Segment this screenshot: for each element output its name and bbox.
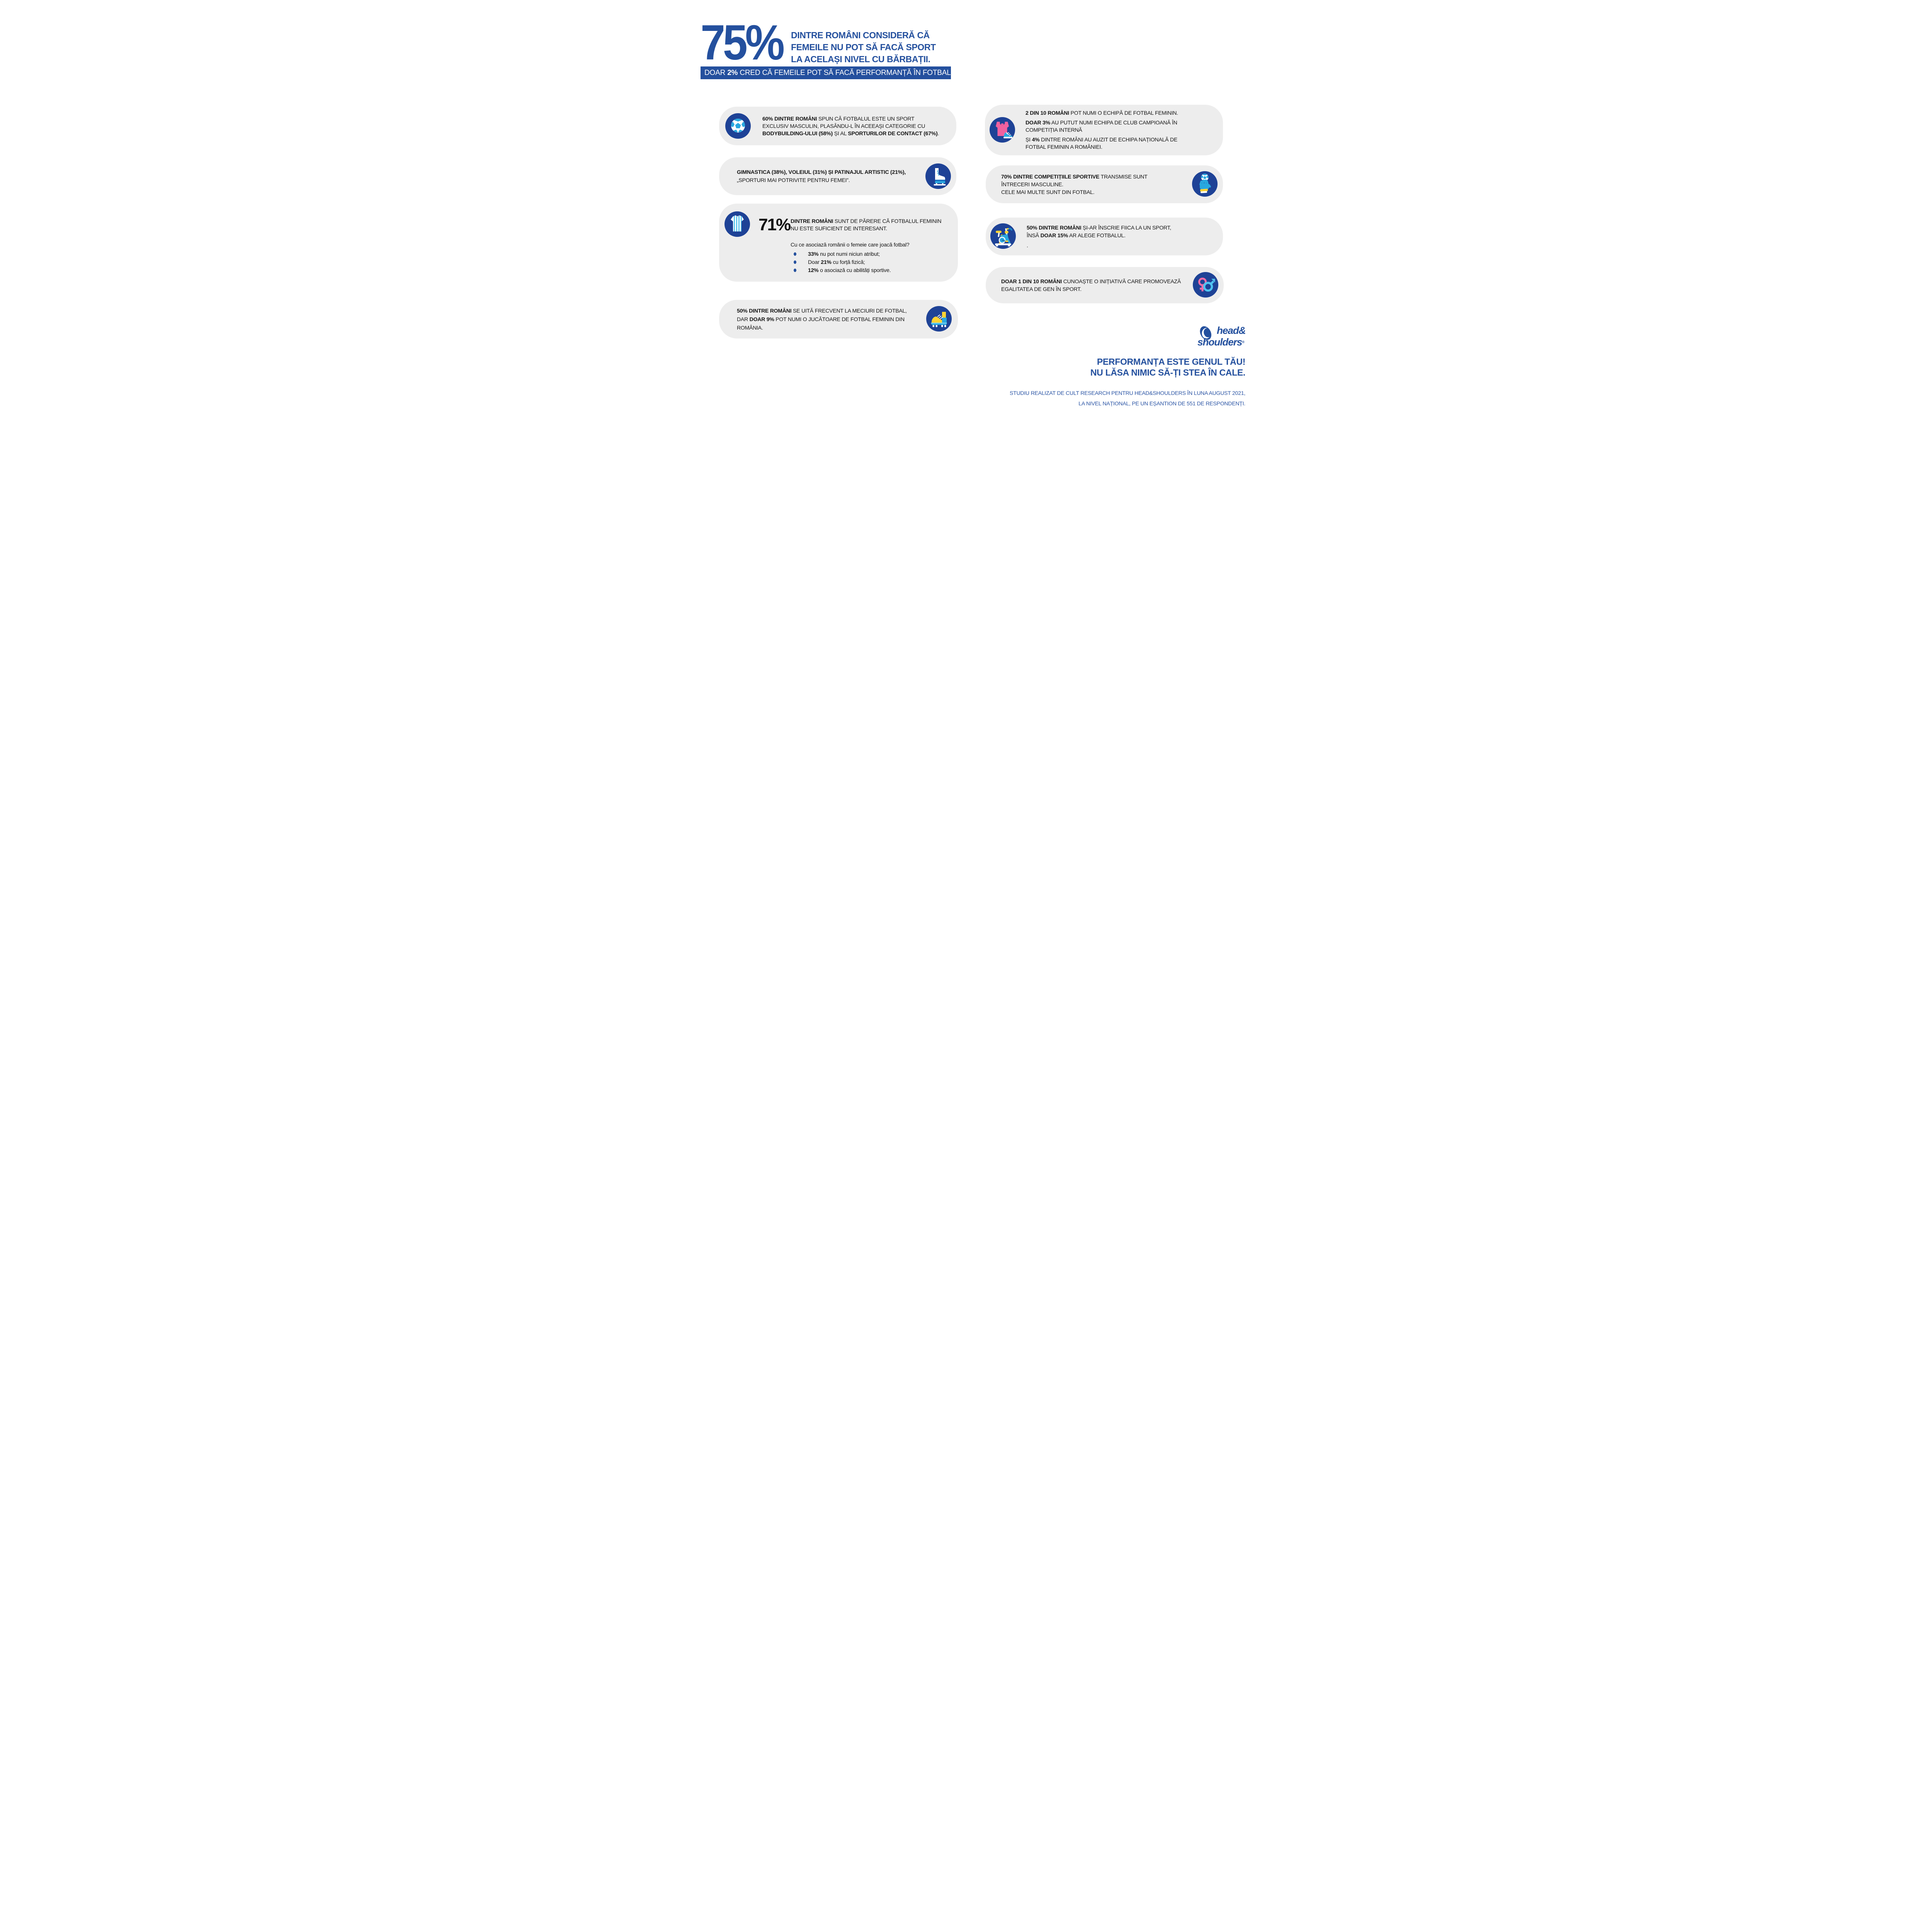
card-line: 50% DINTRE ROMÂNI ȘI-AR ÎNSCRIE FIICA LA… xyxy=(1027,224,1172,231)
headline-line-2: FEMEILE NU POT SĂ FACĂ SPORT xyxy=(791,42,936,52)
registered-mark: ® xyxy=(1242,340,1245,344)
card-line: GIMNASTICA (38%), VOLEIUL (31%) ȘI PATIN… xyxy=(737,169,906,175)
card-question-block: Cu ce asociază românii o femeie care joa… xyxy=(791,241,910,274)
card-line: FOTBAL FEMININ A ROMÂNIEI. xyxy=(1026,144,1102,150)
card-line: . xyxy=(1027,242,1028,248)
stat-75-percent: 75% xyxy=(701,15,785,70)
stat-71-percent: 71% xyxy=(759,215,791,234)
card-line: ÎNTRECERI MASCULINE. xyxy=(1001,181,1063,187)
card-text: GIMNASTICA (38%), VOLEIUL (31%) ȘI PATIN… xyxy=(737,168,914,184)
headline-line-3: LA ACELAȘI NIVEL CU BĂRBAȚII. xyxy=(791,54,930,64)
card-line: EXCLUSIV MASCULIN, PLASÂNDU-L ÎN ACEEAȘI… xyxy=(762,122,925,129)
card-text: 70% DINTRE COMPETIȚIILE SPORTIVE TRANSMI… xyxy=(1001,173,1179,196)
card-name-a-team: 2 DIN 10 ROMÂNI POT NUMI O ECHIPĂ DE FOT… xyxy=(985,105,1223,155)
head-and-shoulders-logo: head& shoulders® xyxy=(1197,323,1262,352)
card-line: 2 DIN 10 ROMÂNI POT NUMI O ECHIPĂ DE FOT… xyxy=(1026,110,1178,116)
bullet-text: Doar 21% cu forță fizică; xyxy=(808,259,865,265)
card-line: DOAR 1 DIN 10 ROMÂNI CUNOAȘTE O INIȚIATI… xyxy=(1001,278,1181,284)
card-broadcast-competitions: 70% DINTRE COMPETIȚIILE SPORTIVE TRANSMI… xyxy=(986,165,1223,203)
card-name-a-player: 50% DINTRE ROMÂNI SE UITĂ FRECVENT LA ME… xyxy=(719,300,958,338)
sub-headline-banner: DOAR 2% CRED CĂ FEMEILE POT SĂ FACĂ PERF… xyxy=(701,66,953,79)
card-line: 60% DINTRE ROMÂNI SPUN CĂ FOTBALUL ESTE … xyxy=(762,115,915,122)
card-sports-for-women: GIMNASTICA (38%), VOLEIUL (31%) ȘI PATIN… xyxy=(719,157,956,195)
card-gender-equality-initiative: DOAR 1 DIN 10 ROMÂNI CUNOAȘTE O INIȚIATI… xyxy=(986,267,1224,303)
headline: DINTRE ROMÂNI CONSIDERĂ CĂ FEMEILE NU PO… xyxy=(791,29,936,65)
ice-skate-icon xyxy=(925,163,951,189)
source-line-2: LA NIVEL NAȚIONAL, PE UN EȘANTION DE 551… xyxy=(1078,400,1245,406)
card-line: DAR DOAR 9% POT NUMI O JUCĂTOARE DE FOTB… xyxy=(737,316,905,322)
card-line: CELE MAI MULTE SUNT DIN FOTBAL. xyxy=(1001,189,1095,195)
bullet-dot-icon xyxy=(794,260,796,264)
card-line: „SPORTURI MAI POTRIVITE PENTRU FEMEI”. xyxy=(737,177,850,183)
tagline-line-1: PERFORMANȚA ESTE GENUL TĂU! xyxy=(1097,357,1245,367)
card-line: ROMÂNIA. xyxy=(737,325,763,331)
bullet-item: 12% o asociază cu abilități sportive. xyxy=(791,266,910,274)
bullet-item: Doar 21% cu forță fizică; xyxy=(791,258,910,266)
bullet-dot-icon xyxy=(794,269,796,272)
card-line: NU ESTE SUFICIENT DE INTERESANT. xyxy=(791,225,888,231)
card-line: COMPETIȚIA INTERNĂ xyxy=(1026,127,1082,133)
card-text: DINTRE ROMÂNI SUNT DE PĂRERE CĂ FOTBALUL… xyxy=(791,218,941,232)
card-text: DOAR 1 DIN 10 ROMÂNI CUNOAȘTE O INIȚIATI… xyxy=(1001,277,1181,293)
card-text: 50% DINTRE ROMÂNI ȘI-AR ÎNSCRIE FIICA LA… xyxy=(1027,224,1218,249)
card-line: BODYBUILDING-ULUI (58%) ȘI AL SPORTURILO… xyxy=(762,130,939,136)
hs-swirl-icon xyxy=(1197,323,1216,345)
bullet-text: 33% nu pot numi niciun atribut; xyxy=(808,251,880,257)
bullet-text: 12% o asociază cu abilități sportive. xyxy=(808,267,891,273)
soccer-ball-icon xyxy=(725,113,751,139)
logo-word-shoulders: shoulders® xyxy=(1197,336,1245,348)
card-text: 2 DIN 10 ROMÂNI POT NUMI O ECHIPĂ DE FOT… xyxy=(1026,109,1218,151)
tank-top-sneaker-icon xyxy=(990,117,1015,143)
card-line: 70% DINTRE COMPETIȚIILE SPORTIVE TRANSMI… xyxy=(1001,173,1148,180)
card-line: 50% DINTRE ROMÂNI SE UITĂ FRECVENT LA ME… xyxy=(737,308,907,314)
card-line: DOAR 3% AU PUTUT NUMI ECHIPA DE CLUB CAM… xyxy=(1026,119,1177,126)
card-line: DINTRE ROMÂNI SUNT DE PĂRERE CĂ FOTBALUL… xyxy=(791,218,942,224)
gender-symbols-icon xyxy=(1193,272,1218,298)
card-text: 50% DINTRE ROMÂNI SE UITĂ FRECVENT LA ME… xyxy=(737,306,915,332)
tagline-line-2: NU LĂSA NIMIC SĂ-ȚI STEA ÎN CALE. xyxy=(1090,367,1245,378)
jersey-icon xyxy=(724,211,750,237)
source-line-1: STUDIU REALIZAT DE CULT RESEARCH PENTRU … xyxy=(1010,390,1245,396)
banner-text: DOAR 2% CRED CĂ FEMEILE POT SĂ FACĂ PERF… xyxy=(704,69,953,77)
headline-line-1: DINTRE ROMÂNI CONSIDERĂ CĂ xyxy=(791,30,930,40)
football-boot-icon xyxy=(926,306,952,332)
goalkeeper-glove-ball-icon xyxy=(1192,171,1218,197)
infographic-canvas: 75% DINTRE ROMÂNI CONSIDERĂ CĂ FEMEILE N… xyxy=(668,0,1264,422)
study-source-note: STUDIU REALIZAT DE CULT RESEARCH PENTRU … xyxy=(1010,388,1245,409)
card-line: ÎNSĂ DOAR 15% AR ALEGE FOTBALUL. xyxy=(1027,232,1126,238)
question-text: Cu ce asociază românii o femeie care joa… xyxy=(791,242,910,248)
logo-word-head: head& xyxy=(1217,325,1246,336)
card-football-not-interesting: 71% DINTRE ROMÂNI SUNT DE PĂRERE CĂ FOTB… xyxy=(719,204,958,282)
bullet-dot-icon xyxy=(794,252,796,256)
card-football-exclusive: 60% DINTRE ROMÂNI SPUN CĂ FOTBALUL ESTE … xyxy=(719,107,956,145)
card-text: 60% DINTRE ROMÂNI SPUN CĂ FOTBALUL ESTE … xyxy=(762,115,951,137)
card-line: EGALITATEA DE GEN ÎN SPORT. xyxy=(1001,286,1082,292)
campaign-tagline: PERFORMANȚA ESTE GENUL TĂU! NU LĂSA NIMI… xyxy=(1090,356,1245,378)
bullet-item: 33% nu pot numi niciun atribut; xyxy=(791,250,910,258)
card-line: ȘI 4% DINTRE ROMÂNI AU AUZIT DE ECHIPA N… xyxy=(1026,136,1178,143)
card-enroll-daughter: 50% DINTRE ROMÂNI ȘI-AR ÎNSCRIE FIICA LA… xyxy=(986,218,1223,255)
exercise-bike-icon xyxy=(990,223,1016,249)
